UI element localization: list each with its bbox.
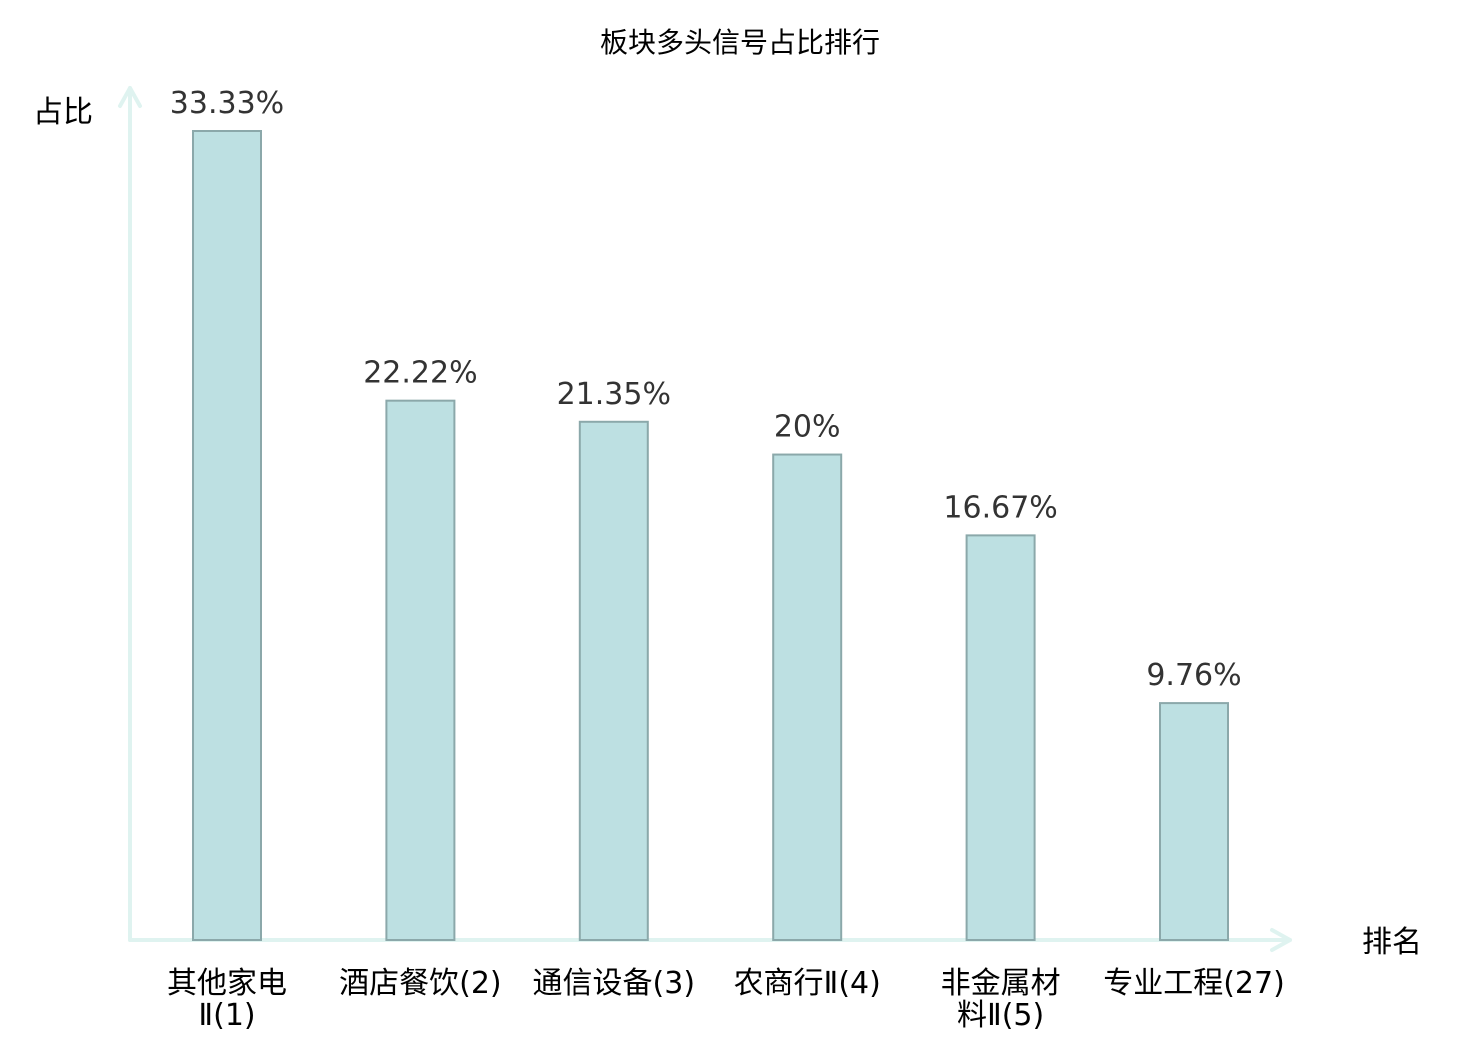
value-label-2: 22.22% [363, 356, 477, 391]
value-labels: 33.33% 22.22% 21.35% 20% 16.67% 9.76% [170, 86, 1242, 693]
x-axis-label: 排名 [1362, 925, 1422, 960]
value-label-1: 33.33% [170, 86, 284, 121]
bar-1 [192, 130, 262, 941]
category-label-6: 专业工程(27) [1103, 966, 1285, 1001]
category-label-3: 通信设备(3) [533, 966, 696, 1001]
category-label-5-line-2: 料Ⅱ(5) [957, 998, 1044, 1033]
bars [192, 130, 1229, 942]
category-label-5-line-1: 非金属材 [941, 966, 1061, 1001]
x-axis-arrow [1270, 928, 1292, 952]
category-label-1-line-1: 其他家电 [167, 966, 287, 1001]
bar-4 [772, 453, 843, 941]
y-axis-label: 占比 [33, 95, 93, 130]
value-label-5: 16.67% [943, 490, 1057, 525]
y-axis-arrow [118, 86, 142, 108]
value-label-4: 20% [774, 410, 841, 445]
bar-2 [385, 399, 456, 941]
value-label-3: 21.35% [557, 377, 671, 412]
category-label-2: 酒店餐饮(2) [339, 966, 502, 1001]
bar-5 [965, 534, 1036, 942]
axes [118, 86, 1292, 952]
value-label-6: 9.76% [1146, 658, 1241, 693]
chart-title: 板块多头信号占比排行 [600, 26, 880, 59]
category-label-1-line-2: Ⅱ(1) [198, 998, 255, 1033]
bar-3 [578, 420, 649, 941]
bar-6 [1159, 702, 1229, 942]
category-label-4: 农商行Ⅱ(4) [734, 966, 881, 1001]
